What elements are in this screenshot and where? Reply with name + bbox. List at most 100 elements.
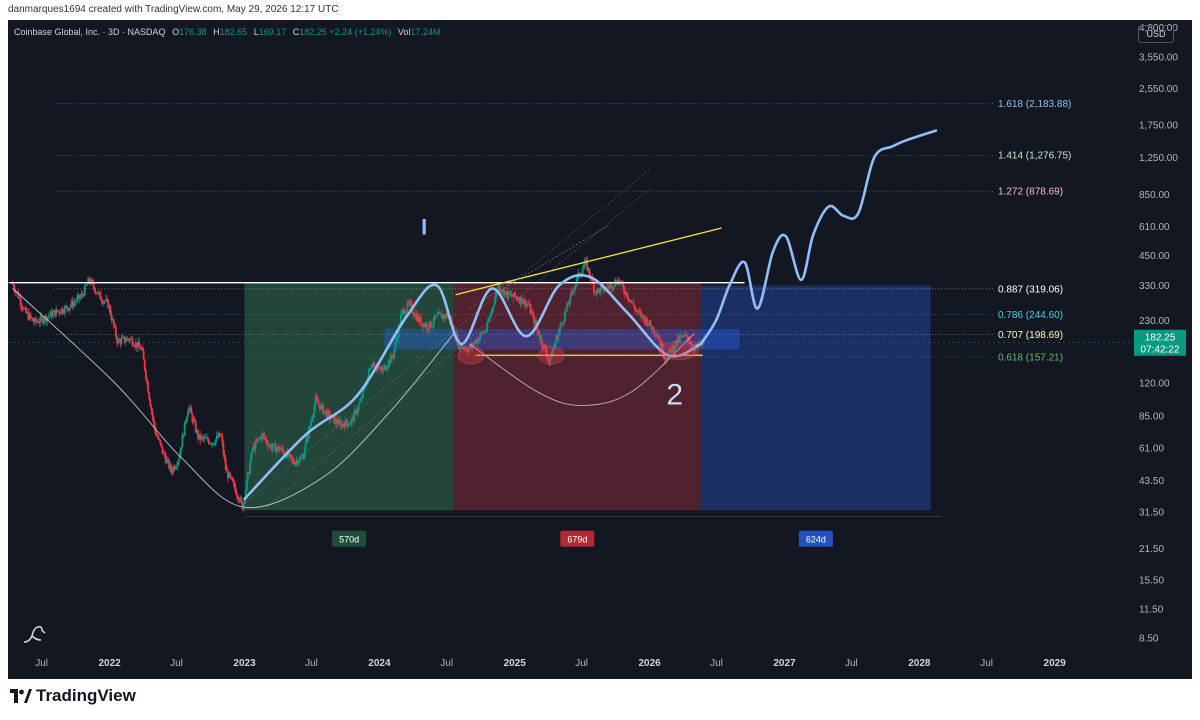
candle-body	[544, 344, 546, 348]
candle-body	[593, 291, 596, 293]
candle-body	[305, 436, 308, 443]
candle-body	[233, 482, 236, 488]
candle-body	[585, 259, 587, 261]
candle-body	[129, 338, 132, 341]
candle-body	[265, 439, 268, 444]
candle-body	[304, 442, 307, 453]
candle-body	[27, 312, 30, 320]
candle-body	[130, 338, 133, 339]
candle-body	[161, 446, 164, 454]
candle-body	[479, 332, 482, 338]
candle-body	[185, 416, 188, 423]
candle-body	[175, 465, 178, 467]
candle-body	[652, 327, 655, 333]
y-tick-label: 4,800.00	[1139, 23, 1178, 34]
candle-body	[30, 317, 33, 319]
candle-body	[548, 359, 551, 362]
candle-body	[73, 302, 76, 303]
y-tick-label: 610.00	[1139, 222, 1170, 233]
candle-body	[137, 341, 139, 348]
candle-body	[361, 397, 363, 399]
candle-body	[670, 349, 673, 353]
candle-body	[67, 308, 70, 311]
candle-body	[612, 286, 615, 288]
candle-body	[561, 323, 564, 325]
candle-body	[167, 459, 169, 461]
candle-body	[586, 259, 589, 271]
x-tick-label: Jul	[440, 658, 453, 669]
candle-body	[426, 324, 429, 330]
candle-body	[664, 359, 667, 361]
low-marker-0	[457, 345, 485, 365]
candle-body	[596, 288, 599, 295]
candle-body	[205, 437, 208, 439]
candle-body	[326, 410, 329, 418]
candle-body	[507, 291, 510, 299]
candle-body	[607, 288, 610, 290]
candle-body	[521, 303, 524, 304]
candle-body	[372, 362, 375, 366]
symbol-title: Coinbase Global, Inc. · 3D · NASDAQ	[14, 27, 166, 37]
candle-body	[358, 401, 361, 405]
candle-body	[238, 499, 240, 502]
candle-body	[174, 466, 177, 469]
candle-body	[611, 287, 614, 289]
candle-body	[632, 302, 635, 307]
candle-body	[592, 282, 595, 292]
candle-body	[362, 389, 365, 398]
candle-body	[55, 309, 57, 317]
y-tick-label: 43.50	[1139, 476, 1164, 487]
currency-selector[interactable]: USD	[1138, 25, 1174, 43]
candle-body	[688, 340, 691, 342]
candle-body	[660, 343, 663, 347]
candle-body	[635, 310, 637, 311]
candle-body	[124, 340, 127, 343]
candle-body	[159, 439, 162, 444]
candle-body	[687, 336, 689, 341]
candle-body	[32, 320, 35, 323]
candle-body	[345, 419, 348, 424]
candle-body	[560, 323, 563, 325]
candle-body	[588, 267, 591, 276]
candle-body	[222, 442, 225, 455]
candle-body	[100, 299, 103, 302]
candle-body	[575, 282, 577, 287]
candle-body	[83, 285, 86, 296]
candle-body	[668, 348, 671, 354]
candle-body	[571, 291, 574, 292]
y-tick-label: 1,250.00	[1139, 153, 1178, 164]
candle-body	[90, 279, 93, 285]
candle-body	[280, 447, 283, 450]
candle-body	[464, 348, 467, 350]
candle-body	[384, 365, 387, 371]
candle-body	[112, 319, 115, 326]
candle-body	[158, 439, 161, 440]
candle-body	[641, 315, 644, 318]
price-chart[interactable]: I 2 570d 679d 624d 1.618 (2,183.88) 1.414 (1,2…	[8, 20, 1192, 679]
candle-body	[643, 318, 646, 324]
dinosaur-icon	[23, 625, 46, 643]
x-tick-label: 2026	[638, 658, 661, 669]
candle-body	[546, 353, 549, 360]
candle-body	[352, 417, 355, 422]
candle-body	[676, 340, 678, 344]
candle-body	[234, 487, 237, 494]
candle-body	[334, 418, 337, 424]
candle-body	[170, 465, 173, 472]
candle-body	[324, 410, 327, 412]
candle-body	[484, 331, 487, 333]
candle-body	[633, 306, 636, 311]
candle-body	[131, 338, 134, 346]
candle-body	[198, 434, 200, 439]
candle-body	[213, 443, 216, 445]
candle-body	[36, 321, 39, 323]
candle-body	[423, 323, 426, 328]
chart-frame[interactable]: I 2 570d 679d 624d 1.618 (2,183.88) 1.414 (1,2…	[8, 20, 1192, 679]
candle-body	[396, 338, 399, 340]
candle-body	[121, 337, 124, 339]
candle-body	[498, 285, 501, 291]
candle-body	[540, 337, 543, 345]
high-value: 182.65	[219, 27, 248, 37]
fib-label-0.887: 0.887 (319.06)	[998, 284, 1063, 295]
candle-body	[146, 378, 148, 382]
